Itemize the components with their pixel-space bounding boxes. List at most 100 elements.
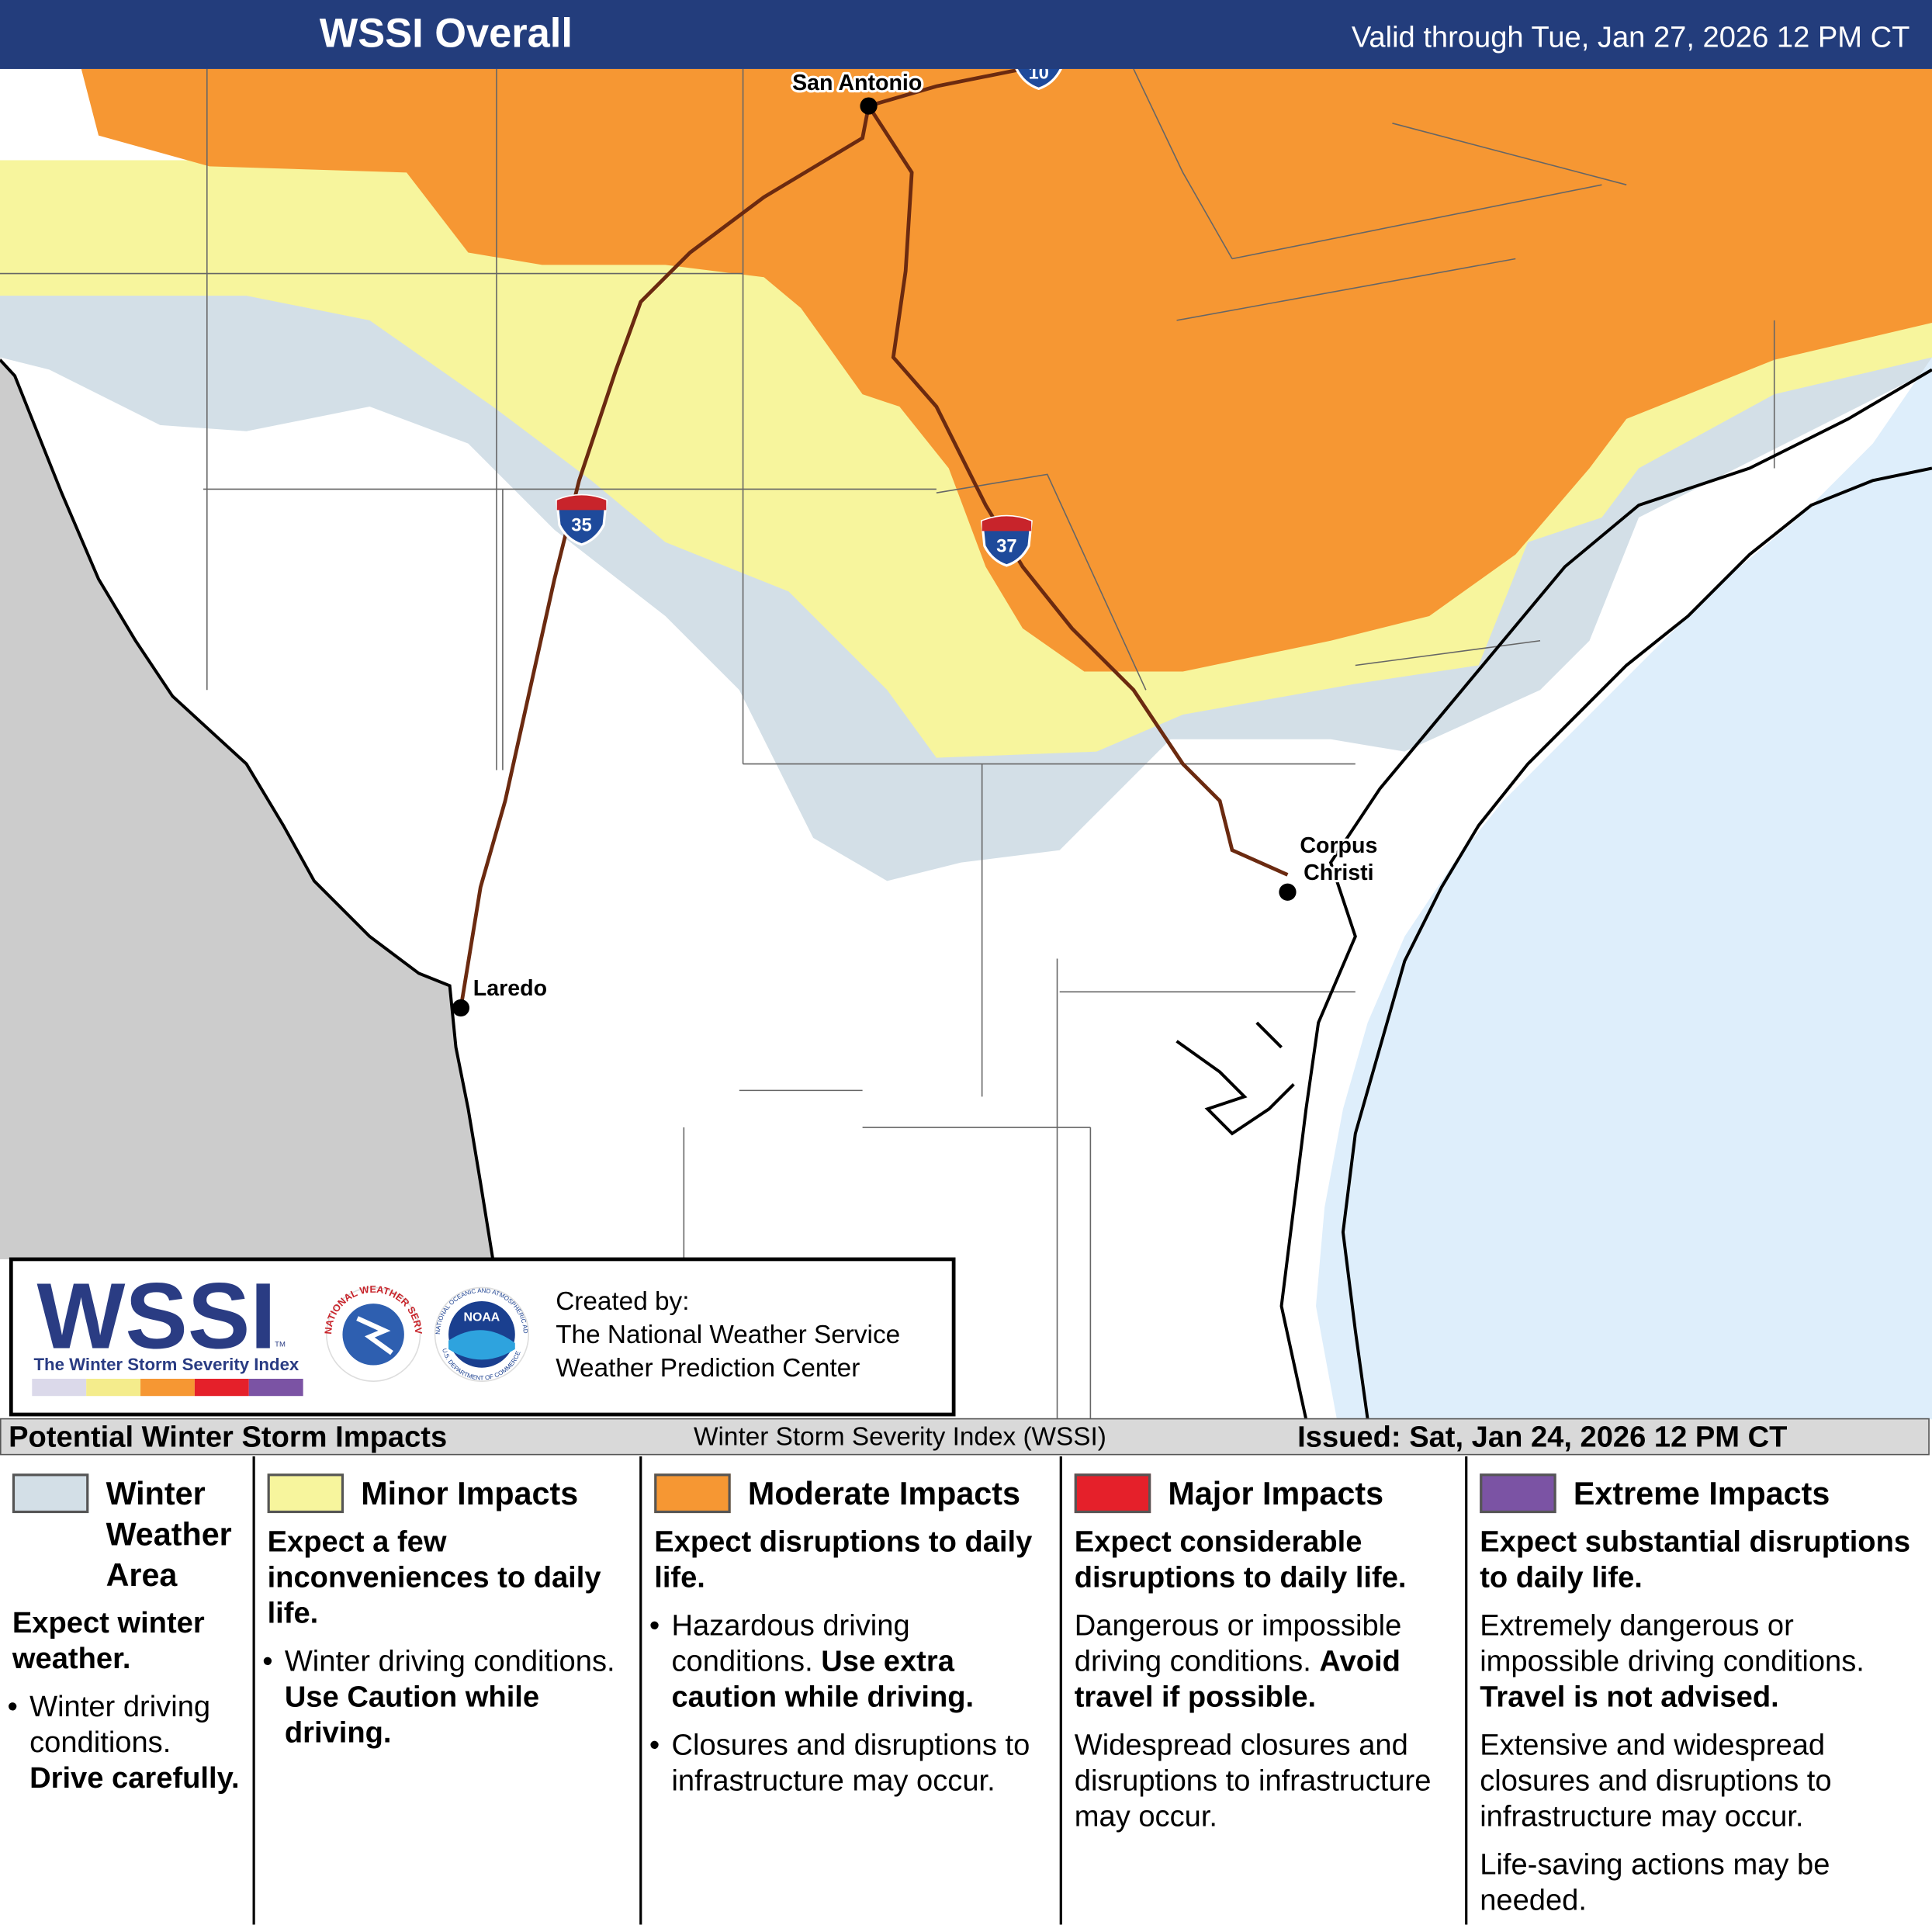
gulf xyxy=(1315,357,1932,1420)
valid-time: Valid through Tue, Jan 27, 2026 12 PM CT xyxy=(1352,21,1910,54)
city-label: Christi xyxy=(1304,860,1374,885)
legend-column: Minor Impacts Expect a few inconveniences… xyxy=(252,1456,640,1925)
legend-paragraph: Closures and disruptions to infrastructu… xyxy=(649,1727,1052,1799)
coastline xyxy=(0,358,1932,1420)
legend-paragraph: Life-saving actions may be needed. xyxy=(1480,1847,1924,1918)
city-dot xyxy=(452,999,470,1017)
legend-head: Extreme Impacts xyxy=(1480,1473,1924,1514)
shield-top xyxy=(982,516,1032,531)
city-label: San Antonio xyxy=(792,71,922,95)
legend-column: Extreme Impacts Expect substantial disrup… xyxy=(1465,1456,1932,1925)
footer-center: Winter Storm Severity Index (WSSI) xyxy=(694,1423,1106,1452)
legend-paragraph: Widespread closures and disruptions to i… xyxy=(1075,1727,1458,1834)
legend-name: Extreme Impacts xyxy=(1573,1474,1830,1512)
city-dot xyxy=(860,97,878,115)
footer-left: Potential Winter Storm Impacts xyxy=(9,1420,448,1454)
legend-swatch xyxy=(1074,1473,1151,1514)
city-label: Corpus xyxy=(1300,833,1377,858)
legend-text: Extremely dangerous or impossible drivin… xyxy=(1480,1608,1864,1678)
legend-text: Use Caution while driving. xyxy=(284,1681,540,1750)
legend-text: Winter driving conditions. xyxy=(284,1644,615,1678)
credit-line: Weather Prediction Center xyxy=(556,1354,860,1383)
legend-heading: Expect a few inconveniences to daily lif… xyxy=(267,1525,601,1630)
legend-text: Travel is not advised. xyxy=(1480,1681,1779,1714)
legend-paragraph: Extensive and widespread closures and di… xyxy=(1480,1727,1924,1834)
legend-swatch xyxy=(267,1473,345,1514)
legend-head: Winter Weather Area xyxy=(12,1473,245,1595)
wssi-tagline: The Winter Storm Severity Index xyxy=(33,1355,299,1374)
legend-head: Minor Impacts xyxy=(267,1473,632,1514)
legend-paragraph: Dangerous or impossible driving conditio… xyxy=(1075,1608,1458,1715)
legend-column: Winter Weather Area Expect winter weather… xyxy=(0,1456,253,1924)
legend-name: Minor Impacts xyxy=(361,1474,579,1512)
legend-paragraph: Winter driving conditions. Drive careful… xyxy=(8,1689,245,1796)
map-title: WSSI Overall xyxy=(320,11,573,56)
legend-heading: Expect disruptions to daily life. xyxy=(654,1525,1033,1594)
legend-head: Moderate Impacts xyxy=(654,1473,1052,1514)
legend-column: Moderate Impacts Expect disruptions to da… xyxy=(639,1456,1060,1925)
scale-swatch xyxy=(140,1378,195,1397)
legend-name: Winter Weather Area xyxy=(106,1474,232,1594)
header-bar xyxy=(0,0,1932,69)
legend-text: Hazardous driving conditions. xyxy=(671,1608,910,1678)
highways xyxy=(459,67,1289,1009)
legend: Winter Weather Area Expect winter weather… xyxy=(0,1456,1932,1932)
tm: TM xyxy=(275,1341,286,1349)
scale-swatch xyxy=(194,1378,249,1397)
i-37 xyxy=(867,105,1289,877)
i-10 xyxy=(867,67,1023,108)
county-line xyxy=(0,68,1775,1420)
city-label: Laredo xyxy=(473,976,547,1001)
legend-paragraph: Winter driving conditions. Use Caution w… xyxy=(262,1643,632,1750)
county-lines xyxy=(0,68,1775,1420)
legend-swatch xyxy=(654,1473,731,1514)
legend-paragraph: Extremely dangerous or impossible drivin… xyxy=(1480,1608,1924,1715)
legend-heading: Expect considerable disruptions to daily… xyxy=(1074,1525,1407,1594)
legend-text: Use extra caution while driving. xyxy=(671,1644,975,1714)
coast xyxy=(1279,368,1932,1420)
scale-swatch xyxy=(32,1378,87,1397)
legend-text: Winter driving conditions. xyxy=(29,1690,211,1760)
bay xyxy=(1175,1021,1295,1136)
legend-swatch xyxy=(12,1473,89,1514)
legend-text: Avoid travel if possible. xyxy=(1074,1644,1401,1714)
legend-column: Major Impacts Expect considerable disrupt… xyxy=(1059,1456,1465,1925)
noaa-text: NOAA xyxy=(464,1311,500,1324)
shield-number: 35 xyxy=(571,514,592,535)
scale-swatch xyxy=(86,1378,141,1397)
map: 35 37 10 San Antonio Corpus Christi Lare… xyxy=(0,0,1932,1420)
mexico xyxy=(0,357,493,1259)
legend-name: Major Impacts xyxy=(1168,1474,1384,1512)
legend-text: Dangerous or impossible driving conditio… xyxy=(1074,1608,1402,1678)
legend-text: Extensive and widespread closures and di… xyxy=(1480,1728,1832,1833)
river xyxy=(0,358,495,1260)
cities: San Antonio Corpus Christi Laredo xyxy=(452,68,1380,1017)
legend-text: Widespread closures and disruptions to i… xyxy=(1074,1728,1432,1833)
footer-bar: Potential Winter Storm Impacts Winter St… xyxy=(0,1418,1930,1456)
shield: 37 xyxy=(980,514,1033,567)
legend-text: Life-saving actions may be needed. xyxy=(1480,1848,1830,1917)
legend-heading: Expect winter weather. xyxy=(12,1606,205,1676)
legend-swatch xyxy=(1480,1473,1556,1514)
i-35 xyxy=(459,106,871,1009)
legend-head: Major Impacts xyxy=(1074,1473,1458,1514)
coast xyxy=(1341,466,1932,1420)
shield-number: 37 xyxy=(996,535,1016,556)
legend-heading: Expect substantial disruptions to daily … xyxy=(1480,1525,1911,1594)
city-dot xyxy=(1279,883,1297,901)
credit-line: The National Weather Service xyxy=(556,1321,900,1349)
credit-line: Created by: xyxy=(556,1287,689,1316)
legend-text: Drive carefully. xyxy=(29,1761,240,1795)
wssi-wordmark: WSSI xyxy=(36,1263,275,1368)
shield-top xyxy=(556,495,607,511)
legend-text: Closures and disruptions to infrastructu… xyxy=(671,1728,1030,1798)
nws-bolt xyxy=(356,1316,393,1356)
noaa-wave xyxy=(448,1330,515,1360)
moderate-area xyxy=(81,68,1932,672)
legend-name: Moderate Impacts xyxy=(747,1474,1020,1512)
shield: 35 xyxy=(556,493,608,546)
legend-paragraph: Hazardous driving conditions. Use extra … xyxy=(649,1608,1052,1715)
scale-swatch xyxy=(248,1378,303,1397)
